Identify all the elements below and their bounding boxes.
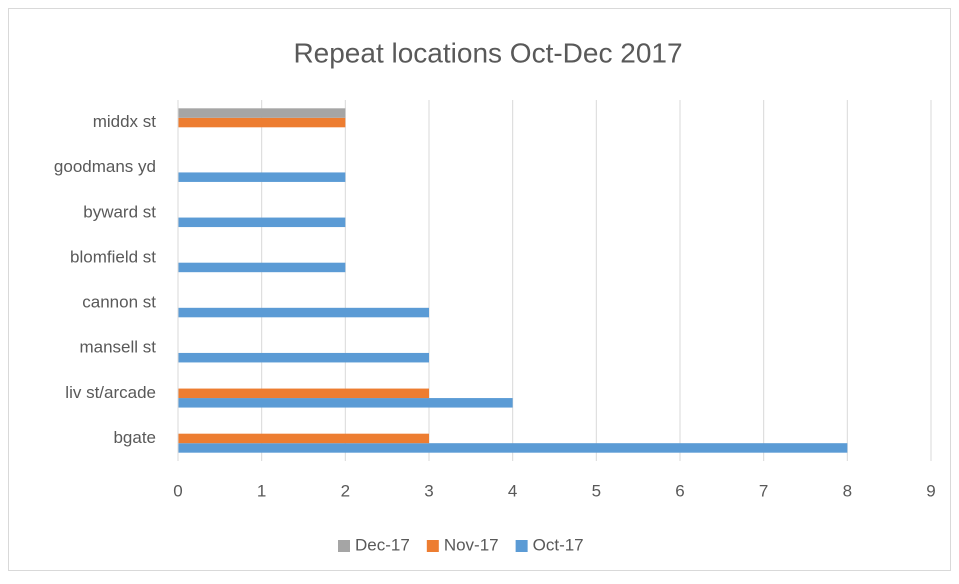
y-tick-label: goodmans yd (54, 157, 156, 176)
bar (178, 307, 429, 318)
bar (178, 108, 346, 118)
bar (178, 217, 346, 228)
x-tick-label: 4 (508, 481, 517, 500)
bar (178, 262, 346, 273)
y-tick-label: byward st (83, 202, 156, 221)
y-tick-label: middx st (93, 112, 157, 131)
x-tick-label: 6 (675, 481, 684, 500)
bar (178, 388, 429, 399)
x-tick-label: 5 (592, 481, 601, 500)
bar (178, 433, 429, 444)
bar (178, 117, 346, 128)
bar (178, 398, 513, 408)
legend-label: Dec-17 (355, 535, 410, 554)
y-tick-label: mansell st (79, 338, 156, 357)
y-tick-label: bgate (113, 428, 156, 447)
x-tick-label: 9 (926, 481, 935, 500)
legend-label: Oct-17 (533, 535, 584, 554)
x-tick-label: 2 (341, 481, 350, 500)
chart-title: Repeat locations Oct-Dec 2017 (293, 37, 682, 68)
x-tick-label: 0 (173, 481, 182, 500)
bar (178, 172, 346, 182)
legend-swatch (515, 540, 528, 552)
x-tick-label: 1 (257, 481, 266, 500)
legend-swatch (338, 540, 350, 552)
y-tick-label: blomfield st (70, 247, 156, 266)
bar (178, 443, 848, 453)
y-tick-label: cannon st (82, 293, 156, 312)
x-tick-label: 3 (424, 481, 433, 500)
legend-label: Nov-17 (444, 535, 499, 554)
y-tick-label: liv st/arcade (65, 383, 156, 402)
chart-border (8, 8, 951, 571)
bar (178, 352, 429, 363)
x-tick-label: 8 (843, 481, 852, 500)
x-tick-label: 7 (759, 481, 768, 500)
legend-swatch (426, 540, 439, 552)
